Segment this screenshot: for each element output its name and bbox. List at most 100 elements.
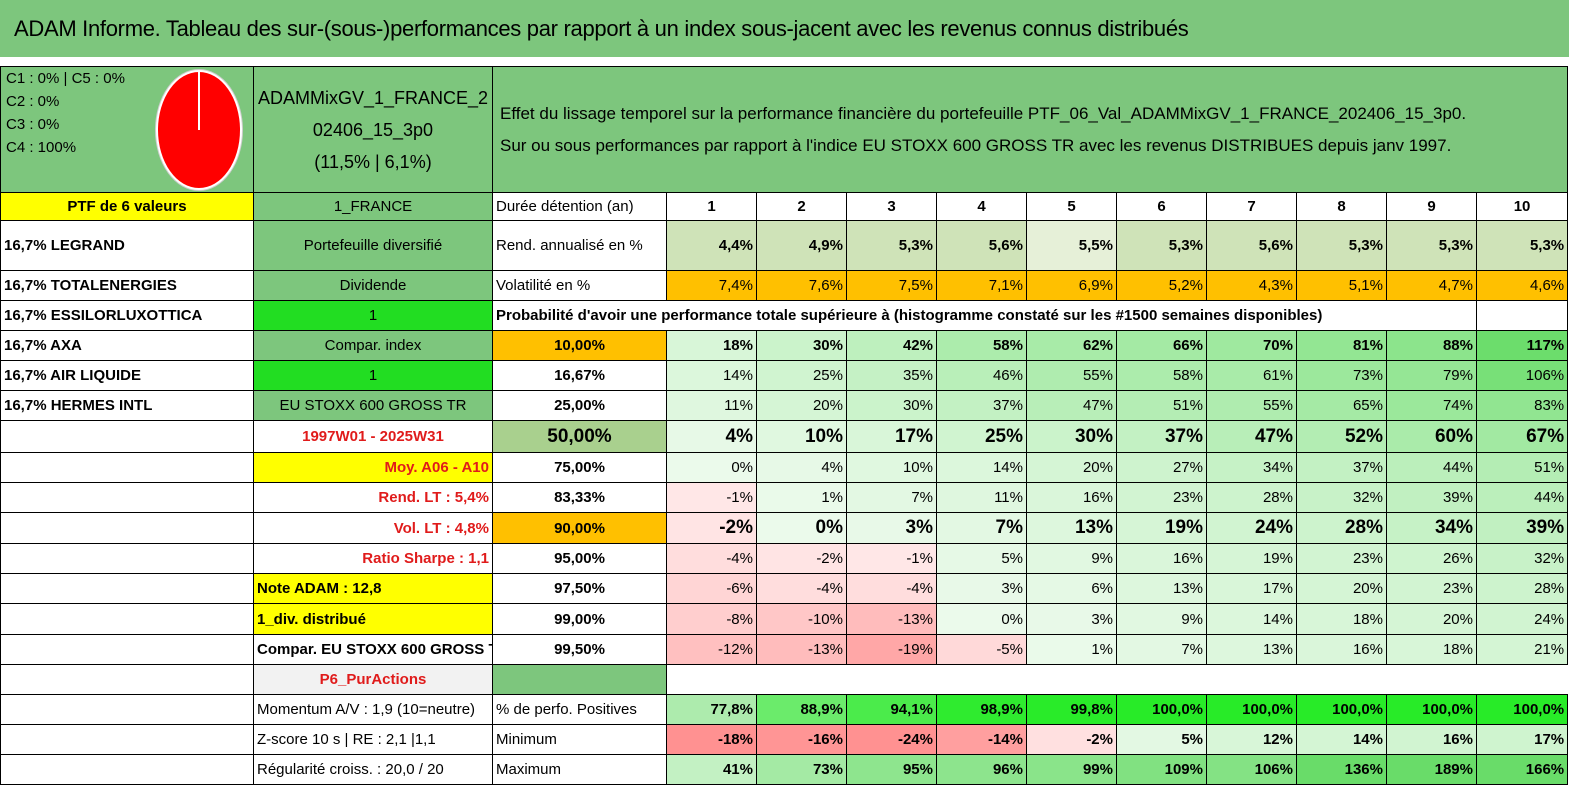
quantile-label: 83,33% (492, 482, 667, 513)
quantile-value: 7% (846, 482, 937, 513)
quantile-value: 19% (1116, 512, 1207, 544)
table-row: 16,7% AXA Compar. index 10,00% 18% 30% 42% 58%… (0, 330, 1569, 361)
quantile-value: -19% (846, 634, 937, 665)
quantile-value: 70% (1206, 330, 1297, 361)
quantile-value: 5% (936, 543, 1027, 574)
empty-cell (0, 634, 254, 665)
quantile-value: 39% (1475, 512, 1569, 544)
quantile-value: 9% (1026, 543, 1117, 574)
quantile-value: 58% (1116, 360, 1207, 391)
duration-label: Durée détention (an) (492, 192, 667, 221)
max-value: 99% (1026, 754, 1117, 785)
quantile-value: 37% (936, 390, 1027, 421)
table-row: P6_PurActions (0, 664, 1568, 695)
quantile-value: 30% (1026, 420, 1117, 453)
vol-label: Volatilité en % (492, 270, 667, 301)
allocation-item: C2 : 0% (6, 93, 60, 110)
quantile-value: 106% (1475, 360, 1569, 391)
year-header: 9 (1386, 192, 1477, 221)
vol-value: 5,1% (1296, 270, 1387, 301)
max-value: 189% (1386, 754, 1477, 785)
quantile-value: 24% (1206, 512, 1297, 544)
quantile-value: 19% (1206, 543, 1297, 574)
table-row: Régularité croiss. : 20,0 / 20 Maximum 41%… (0, 754, 1569, 785)
quantile-value: 30% (846, 390, 937, 421)
quantile-value: 13% (1206, 634, 1297, 665)
empty-cell (0, 694, 254, 725)
dividend-label: Dividende (253, 270, 493, 301)
max-value: 106% (1206, 754, 1297, 785)
empty-green-cell (492, 664, 667, 695)
pos-value: 100,0% (1386, 694, 1477, 725)
index-name: EU STOXX 600 GROSS TR (253, 390, 493, 421)
rend-value: 4,9% (756, 220, 847, 271)
quantile-value: 23% (1386, 573, 1477, 604)
quantile-value: 18% (1296, 603, 1387, 635)
quantile-label: 97,50% (492, 573, 667, 604)
min-value: -24% (846, 724, 937, 755)
quantile-value: 83% (1475, 390, 1569, 421)
min-value: -16% (756, 724, 847, 755)
pos-value: 100,0% (1116, 694, 1207, 725)
vol-value: 4,3% (1206, 270, 1297, 301)
quantile-value: -6% (666, 573, 757, 604)
quantile-value: 74% (1386, 390, 1477, 421)
moy-label: Moy. A06 - A10 (253, 452, 493, 483)
quantile-value: 24% (1475, 603, 1569, 635)
quantile-value: 47% (1206, 420, 1297, 453)
max-value: 73% (756, 754, 847, 785)
quantile-value: 32% (1475, 543, 1569, 574)
vol-value: 4,7% (1386, 270, 1477, 301)
momentum-label: Momentum A/V : 1,9 (10=neutre) (253, 694, 493, 725)
vol-value: 4,6% (1475, 270, 1569, 301)
quantile-value: 23% (1296, 543, 1387, 574)
quantile-value: -4% (846, 573, 937, 604)
empty-cell (0, 573, 254, 604)
quantile-value: 37% (1116, 420, 1207, 453)
quantile-value: -1% (846, 543, 937, 574)
regularite-label: Régularité croiss. : 20,0 / 20 (253, 754, 493, 785)
report-title-bar: ADAM Informe. Tableau des sur-(sous-)per… (0, 0, 1569, 60)
empty-cell (0, 452, 254, 483)
table-row: Ratio Sharpe : 1,1 95,00% -4% -2% -1% 5% 9% 16%… (0, 543, 1569, 574)
quantile-label: 75,00% (492, 452, 667, 483)
quantile-value: 42% (846, 330, 937, 361)
pos-value: 100,0% (1475, 694, 1569, 725)
vol-value: 7,6% (756, 270, 847, 301)
holding: 16,7% AIR LIQUIDE (0, 360, 254, 391)
min-value: -2% (1026, 724, 1117, 755)
quantile-label: 16,67% (492, 360, 667, 391)
quantile-value: 20% (756, 390, 847, 421)
max-value: 96% (936, 754, 1027, 785)
empty-cell (0, 754, 254, 785)
quantile-value: 117% (1475, 330, 1569, 361)
allocation-item: C1 : 0% | C5 : 0% (6, 70, 125, 87)
quantile-value: 28% (1206, 482, 1297, 513)
max-value: 136% (1296, 754, 1387, 785)
report-header-line: Sur ou sous performances par rapport à l… (500, 135, 1452, 155)
pos-label: % de perfo. Positives (492, 694, 667, 725)
year-header: 3 (846, 192, 937, 221)
table-row: 16,7% LEGRAND Portefeuille diversifié Rend… (0, 220, 1569, 271)
year-header: 6 (1116, 192, 1207, 221)
quantile-value: 14% (936, 452, 1027, 483)
quantile-value: 3% (1026, 603, 1117, 635)
quantile-value: -10% (756, 603, 847, 635)
quantile-value: 11% (666, 390, 757, 421)
quantile-label: 99,50% (492, 634, 667, 665)
quantile-value: 6% (1026, 573, 1117, 604)
probability-label: Probabilité d'avoir une performance tota… (492, 300, 1477, 331)
quantile-value: 1% (1026, 634, 1117, 665)
performance-table: C1 : 0% | C5 : 0% C2 : 0% C3 : 0% C4 : 100%… (0, 66, 1569, 785)
rend-value: 4,4% (666, 220, 757, 271)
allocation-item: C3 : 0% (6, 116, 60, 133)
quantile-value: -4% (756, 573, 847, 604)
portfolio-name-line: (11,5% | 6,1%) (314, 151, 432, 172)
quantile-value: 34% (1206, 452, 1297, 483)
quantile-value: 3% (846, 512, 937, 544)
allocation-pie-chart (156, 70, 242, 190)
quantile-value: 10% (756, 420, 847, 453)
country-label: 1_FRANCE (253, 192, 493, 221)
portfolio-name-line: ADAMMixGV_1_FRANCE_2 (257, 87, 489, 108)
quantile-value: 0% (756, 512, 847, 544)
